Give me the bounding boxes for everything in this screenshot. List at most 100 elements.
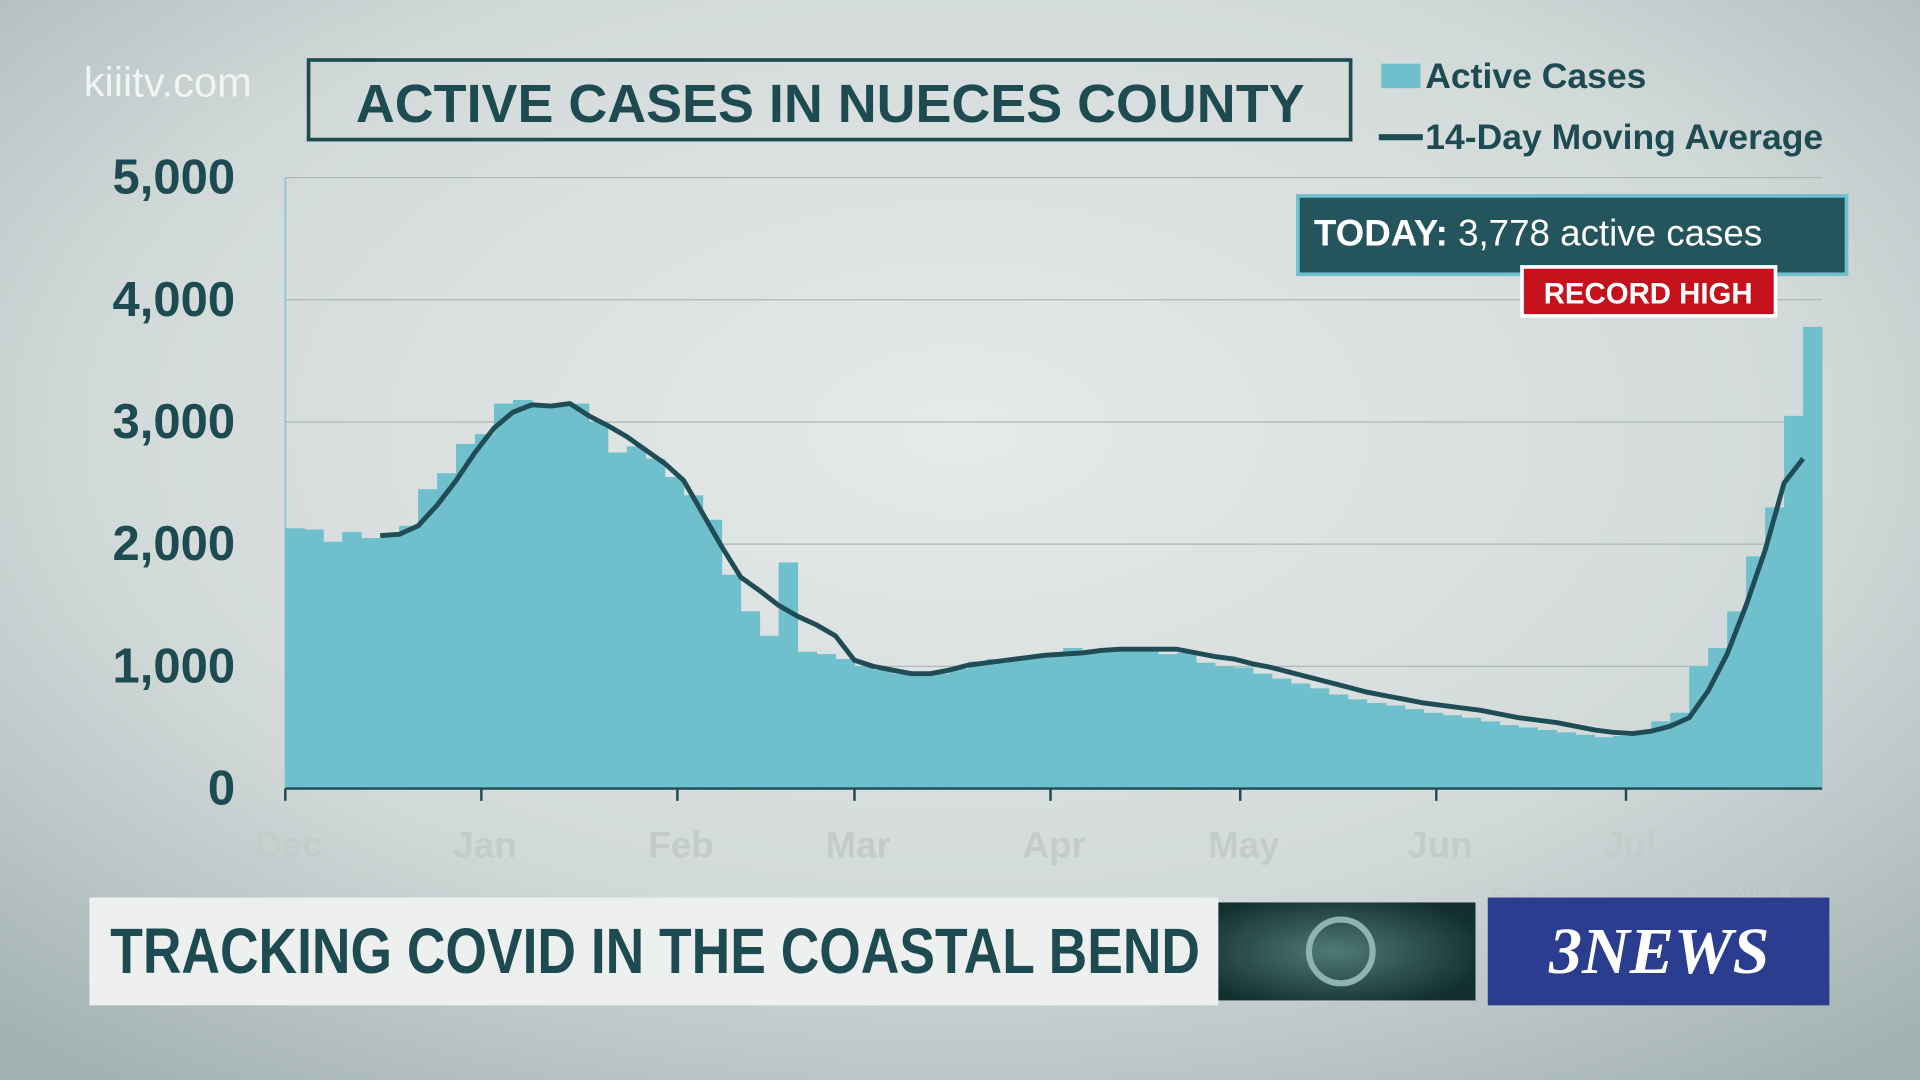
bar bbox=[1746, 556, 1766, 789]
bar bbox=[1784, 415, 1804, 789]
bar bbox=[1575, 734, 1595, 789]
bar bbox=[1670, 712, 1690, 789]
bar bbox=[1727, 611, 1747, 789]
bar bbox=[1461, 717, 1482, 789]
x-tick-label: Dec bbox=[255, 824, 322, 865]
bar bbox=[1651, 721, 1671, 789]
bar bbox=[1385, 705, 1406, 789]
bar bbox=[1480, 721, 1501, 789]
virus-icon bbox=[1305, 916, 1376, 987]
bar bbox=[493, 403, 514, 789]
banner-text: TRACKING COVID IN THE COASTAL BEND bbox=[110, 916, 1200, 987]
bar bbox=[531, 403, 552, 789]
bar bbox=[1290, 683, 1311, 789]
bar bbox=[1006, 657, 1026, 789]
bar bbox=[550, 406, 571, 789]
legend-label: 14-Day Moving Average bbox=[1425, 117, 1823, 157]
x-tick-label: Feb bbox=[648, 824, 713, 865]
bar bbox=[759, 635, 780, 789]
bar bbox=[418, 489, 438, 789]
bar bbox=[1158, 654, 1178, 789]
logo-box bbox=[1487, 897, 1830, 1006]
bar bbox=[626, 446, 647, 789]
bar bbox=[569, 403, 590, 789]
bar bbox=[911, 676, 931, 789]
bar bbox=[456, 443, 476, 789]
bar bbox=[835, 659, 855, 789]
bar bbox=[892, 673, 912, 789]
bar bbox=[285, 528, 305, 789]
y-tick-label: 0 bbox=[208, 762, 235, 816]
bar bbox=[797, 651, 818, 789]
x-tick-label: Jan bbox=[453, 824, 516, 865]
x-tick-label: May bbox=[1208, 824, 1280, 865]
bar bbox=[361, 538, 381, 789]
bar bbox=[1063, 648, 1083, 789]
bar bbox=[645, 458, 666, 789]
bar bbox=[1025, 656, 1045, 789]
bar bbox=[1556, 732, 1576, 789]
bar bbox=[1176, 652, 1197, 789]
bar bbox=[607, 452, 628, 789]
bar bbox=[1594, 737, 1614, 789]
bar bbox=[512, 399, 533, 789]
bar bbox=[588, 421, 609, 789]
bar bbox=[342, 531, 362, 789]
today-text: TODAY: 3,778 active cases bbox=[1314, 212, 1762, 253]
bar bbox=[1632, 733, 1652, 789]
bar bbox=[1252, 673, 1273, 789]
bar bbox=[1309, 688, 1330, 789]
logo: 3NEWS bbox=[1548, 915, 1769, 988]
title-box bbox=[306, 58, 1353, 142]
x-tick-label: Jul bbox=[1603, 824, 1656, 865]
bar bbox=[987, 659, 1007, 789]
bar bbox=[1214, 666, 1235, 789]
bar bbox=[778, 562, 799, 789]
bar bbox=[854, 666, 874, 789]
banner bbox=[89, 897, 1219, 1006]
bar bbox=[1803, 326, 1823, 789]
bar bbox=[1044, 654, 1064, 789]
bar bbox=[399, 525, 419, 789]
bar bbox=[323, 541, 343, 789]
bar bbox=[1689, 666, 1709, 789]
today-value: 3,778 active cases bbox=[1458, 212, 1762, 253]
bar bbox=[683, 495, 704, 789]
bar bbox=[1120, 649, 1140, 789]
legend-label: Active Cases bbox=[1425, 56, 1646, 96]
bar bbox=[1404, 709, 1425, 789]
bar bbox=[1233, 667, 1254, 789]
today-label: TODAY: bbox=[1314, 212, 1448, 253]
bar bbox=[1082, 652, 1102, 789]
plot-area: 0 1,000 2,000 3,000 4,000 5,000 Dec Jan Feb Mar Ap… bbox=[113, 151, 1823, 865]
bar bbox=[664, 476, 685, 789]
bar bbox=[1518, 727, 1538, 789]
legend-swatch bbox=[1381, 63, 1421, 89]
bar bbox=[873, 670, 893, 789]
moving-average-line bbox=[380, 401, 1805, 737]
bar bbox=[475, 434, 495, 789]
bar bbox=[1442, 715, 1463, 789]
x-tick-label: Jun bbox=[1407, 824, 1472, 865]
record-badge bbox=[1520, 265, 1778, 318]
bar bbox=[1101, 650, 1121, 789]
bar bbox=[1271, 678, 1292, 789]
y-tick-label: 3,000 bbox=[113, 395, 236, 449]
y-tick-label: 1,000 bbox=[113, 639, 236, 693]
bar bbox=[949, 668, 969, 789]
bar bbox=[1328, 694, 1349, 789]
bar bbox=[1366, 703, 1387, 789]
y-tick-label: 4,000 bbox=[113, 273, 236, 327]
bar bbox=[1347, 699, 1368, 789]
bar bbox=[968, 661, 988, 789]
bar bbox=[702, 519, 723, 789]
y-tick-label: 2,000 bbox=[113, 517, 236, 571]
chart-title: ACTIVE CASES IN NUECES COUNTY bbox=[356, 74, 1305, 134]
watermark: kiiitv.com bbox=[84, 59, 252, 106]
bar bbox=[1195, 662, 1216, 789]
bar bbox=[1537, 729, 1557, 789]
bar bbox=[1139, 650, 1159, 789]
bar bbox=[740, 611, 761, 789]
